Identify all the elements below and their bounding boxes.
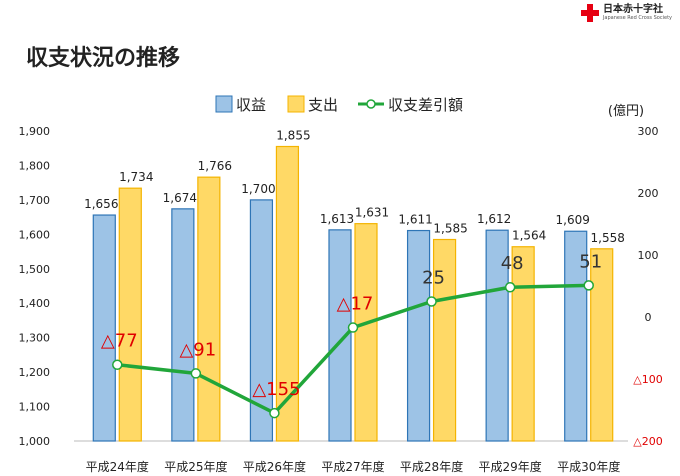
logo: 日本赤十字社 Japanese Red Cross Society: [580, 4, 672, 22]
bar-revenue-label: 1,609: [556, 213, 590, 227]
legend-label-expense: 支出: [308, 96, 338, 114]
y-right-tick: 100: [638, 249, 659, 262]
logo-subtext: Japanese Red Cross Society: [602, 15, 672, 21]
x-tick-label: 平成27年度: [321, 459, 384, 474]
legend-marker-difference: [366, 99, 376, 109]
page-title: 収支状況の推移: [26, 46, 181, 71]
bar-revenue: [485, 229, 509, 442]
legend-label-difference: 収支差引額: [388, 96, 463, 114]
y-right-tick: 300: [638, 125, 659, 138]
y-left-tick: 1,000: [19, 435, 51, 448]
bar-expense-label: 1,564: [512, 229, 546, 243]
bar-revenue: [328, 229, 352, 442]
bar-expense: [511, 246, 535, 442]
line-point: [190, 368, 202, 379]
line-point-label: 51: [579, 251, 602, 272]
line-point: [269, 407, 280, 419]
bar-expense: [590, 248, 614, 442]
y-right-tick: △100: [633, 373, 662, 386]
y-left-tick: 1,800: [19, 159, 51, 172]
bar-expense-label: 1,631: [355, 206, 389, 220]
x-tick-label: 平成29年度: [479, 459, 542, 474]
bar-expense: [197, 176, 221, 442]
y-left-tick: 1,500: [19, 263, 51, 276]
y-right-tick: △200: [633, 435, 662, 448]
y-left-tick: 1,300: [19, 332, 51, 345]
bar-expense-label: 1,766: [198, 159, 232, 173]
bar-revenue-label: 1,612: [477, 212, 511, 226]
bar-revenue: [249, 199, 274, 442]
line-point-label: △91: [179, 339, 216, 360]
line-point-label: 48: [501, 253, 524, 274]
bar-revenue: [564, 230, 588, 442]
line-point: [426, 296, 437, 307]
y-left-tick: 1,200: [19, 366, 51, 379]
line-point: [112, 359, 123, 370]
bar-revenue: [171, 208, 195, 442]
x-tick-label: 平成28年度: [400, 459, 463, 474]
line-point-label: 25: [422, 268, 445, 289]
bar-revenue-label: 1,656: [84, 197, 118, 211]
x-tick-label: 平成25年度: [164, 459, 227, 474]
x-tick-label: 平成24年度: [86, 459, 149, 474]
y-left-tick: 1,600: [19, 228, 51, 241]
legend-swatch-expense: [287, 95, 305, 113]
line-point-label: △17: [337, 294, 374, 315]
line-point: [347, 322, 359, 333]
bar-revenue-label: 1,611: [398, 213, 432, 227]
bar-revenue-label: 1,700: [241, 182, 275, 196]
bar-expense: [118, 187, 142, 442]
bar-revenue-label: 1,674: [163, 191, 197, 205]
y-right-tick: 0: [645, 311, 652, 324]
line-point: [583, 280, 594, 291]
bar-expense-label: 1,558: [591, 231, 625, 245]
bar-expense: [275, 145, 300, 442]
bar-expense-label: 1,585: [433, 222, 467, 236]
bar-revenue-label: 1,613: [320, 212, 354, 226]
line-point-label: △155: [252, 379, 300, 400]
bar-revenue: [406, 229, 431, 442]
bar-revenue: [92, 214, 116, 442]
y-left-tick: 1,100: [19, 401, 51, 414]
unit-label: (億円): [608, 103, 644, 119]
y-left-tick: 1,900: [19, 125, 51, 138]
bar-expense-label: 1,734: [119, 170, 153, 184]
legend-swatch-revenue: [215, 95, 233, 113]
red-cross-icon: [580, 4, 599, 22]
x-tick-label: 平成26年度: [243, 459, 306, 474]
legend-label-revenue: 収益: [236, 96, 266, 114]
y-left-tick: 1,700: [19, 194, 51, 207]
bar-expense: [354, 223, 378, 442]
line-point: [504, 281, 516, 293]
y-left-tick: 1,400: [19, 297, 51, 310]
line-point-label: △77: [101, 331, 138, 352]
bar-expense: [432, 238, 457, 442]
y-right-tick: 200: [638, 187, 659, 200]
x-tick-label: 平成30年度: [557, 459, 620, 474]
logo-text: 日本赤十字社: [602, 4, 663, 15]
bar-expense-label: 1,855: [276, 129, 310, 143]
